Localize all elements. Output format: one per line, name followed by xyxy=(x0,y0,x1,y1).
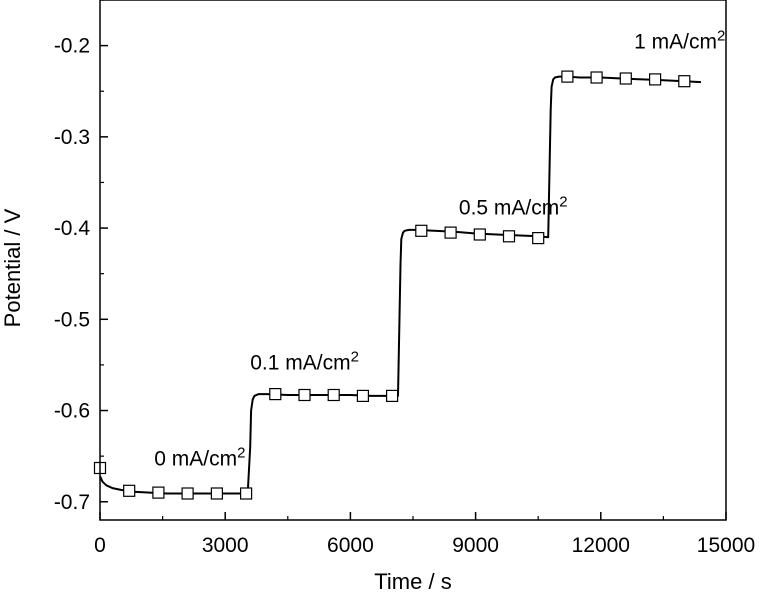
data-marker xyxy=(444,226,457,239)
data-marker xyxy=(502,230,516,243)
data-marker xyxy=(298,388,311,402)
x-tick-label: 0 xyxy=(94,534,106,557)
y-tick-label: -0.4 xyxy=(54,217,91,240)
axes-layer: 0 3000 6000 9000 12000 15000 -0.7 -0.6 -0.5 -0.4 -… xyxy=(54,0,755,557)
data-marker xyxy=(240,487,253,500)
data-marker xyxy=(532,232,545,245)
data-marker xyxy=(152,486,165,499)
y-tick-label: -0.2 xyxy=(54,35,90,58)
x-axis-label: Time / s xyxy=(374,569,451,594)
data-marker xyxy=(123,484,136,497)
data-marker xyxy=(181,487,194,500)
plot-data-layer xyxy=(93,70,702,500)
data-marker xyxy=(619,72,632,85)
data-marker xyxy=(561,70,574,83)
data-marker xyxy=(648,73,662,86)
y-tick-label: -0.5 xyxy=(54,308,90,331)
data-marker xyxy=(356,389,369,402)
x-tick-label: 12000 xyxy=(572,534,630,557)
current-density-label: 1 mA/cm2 xyxy=(634,27,725,53)
y-tick-label: -0.6 xyxy=(54,400,90,423)
data-marker xyxy=(590,71,603,84)
data-marker xyxy=(473,228,486,241)
data-marker xyxy=(386,389,399,402)
data-marker xyxy=(678,75,691,88)
data-marker xyxy=(269,388,282,401)
data-marker xyxy=(327,388,340,402)
data-marker xyxy=(415,224,428,237)
current-density-label: 0.5 mA/cm2 xyxy=(459,193,568,219)
data-marker xyxy=(210,487,223,500)
y-tick-label: -0.3 xyxy=(54,126,90,149)
annotations-layer: 0 mA/cm2 0.1 mA/cm2 0.5 mA/cm2 1 mA/cm2 xyxy=(154,27,725,470)
x-tick-label: 3000 xyxy=(202,534,249,557)
current-density-label: 0.1 mA/cm2 xyxy=(250,348,359,374)
x-tick-label: 15000 xyxy=(697,534,755,557)
y-tick-label: -0.7 xyxy=(54,491,90,514)
current-density-label: 0 mA/cm2 xyxy=(154,444,245,470)
x-tick-label: 9000 xyxy=(452,534,499,557)
y-axis-label: Potential / V xyxy=(0,208,25,327)
x-tick-label: 6000 xyxy=(327,534,374,557)
